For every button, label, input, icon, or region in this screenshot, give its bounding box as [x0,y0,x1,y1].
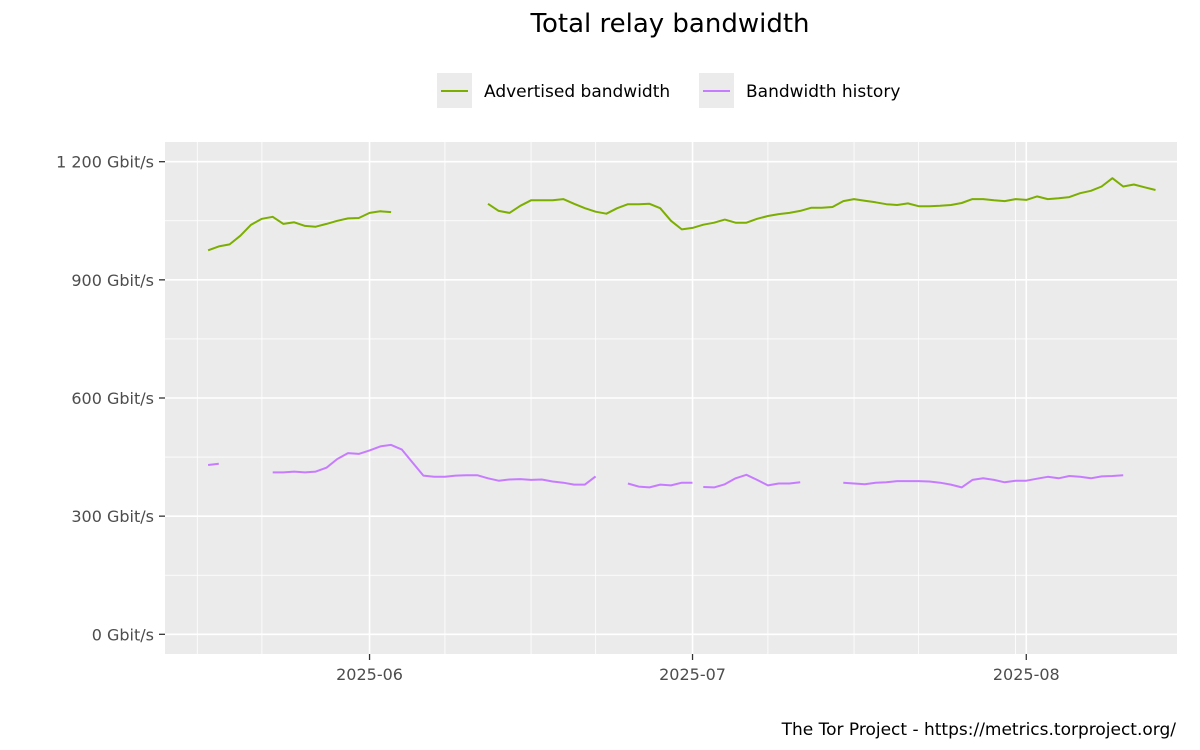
y-tick-label: 600 Gbit/s [71,389,154,408]
legend-item-advertised: Advertised bandwidth [437,73,670,108]
y-tick-label: 900 Gbit/s [71,271,154,290]
legend-label-history: Bandwidth history [746,82,900,102]
chart-caption: The Tor Project - https://metrics.torpro… [781,720,1177,740]
x-tick-label: 2025-06 [336,665,403,684]
series-line-history-segment-2 [272,443,597,486]
series-line-history-segment-4 [703,473,801,489]
series-line-history-segment-1 [207,462,219,466]
x-tick-label: 2025-07 [659,665,726,684]
legend: Advertised bandwidth Bandwidth history [437,73,900,108]
legend-label-advertised: Advertised bandwidth [484,82,670,102]
y-tick-label: 0 Gbit/s [92,625,154,644]
legend-item-history: Bandwidth history [699,73,900,108]
series-line-history-segment-5 [843,474,1124,489]
chart-title: Total relay bandwidth [530,9,810,39]
y-tick-label: 1 200 Gbit/s [56,153,154,172]
series-line-advertised-segment-2 [487,177,1156,231]
axes: 0 Gbit/s 300 Gbit/s 600 Gbit/s 900 Gbit/s 1 … [56,153,1060,684]
series-line-advertised-segment-1 [207,210,392,252]
grid [165,142,1177,654]
y-tick-label: 300 Gbit/s [71,507,154,526]
x-tick-label: 2025-08 [993,665,1060,684]
series-line-history-segment-3 [627,481,693,489]
series [207,177,1156,489]
